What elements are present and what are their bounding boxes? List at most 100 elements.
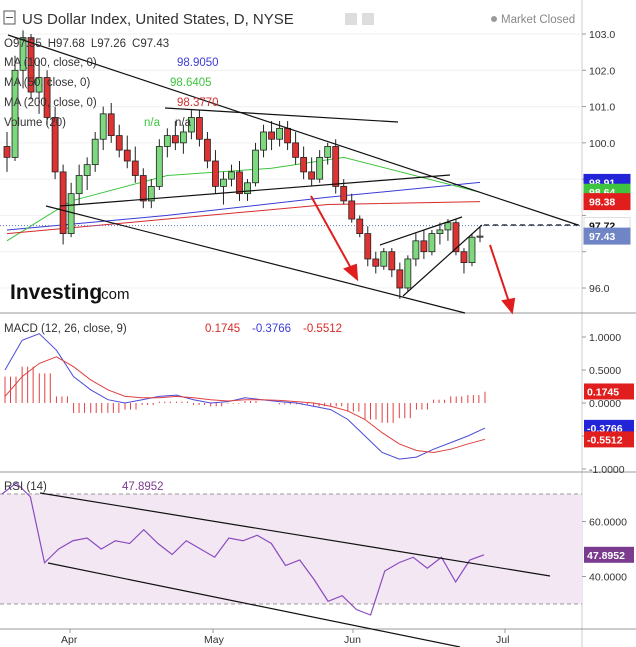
candle-body [436, 229, 444, 234]
candle-body [316, 156, 324, 180]
ohlc-readout: O97.35 H97.68 L97.26 C97.43 [4, 38, 169, 50]
candle-body [220, 178, 227, 187]
volume-label[interactable]: Volume (20) [4, 117, 66, 129]
macd-tag-label: 0.1745 [587, 386, 619, 398]
ohlc-close-label: C [132, 38, 140, 50]
candle-body [43, 77, 51, 118]
candle-body [163, 135, 171, 147]
candle-body [139, 175, 147, 202]
price-tag [583, 193, 631, 211]
candle-body [131, 160, 139, 176]
price-tag-label: 98.38 [589, 197, 615, 209]
rsi-trend-lines [39, 492, 551, 647]
candle-body [468, 236, 476, 263]
settings-gear-icon[interactable] [362, 13, 374, 25]
ma-line-1 [6, 156, 481, 242]
candle-body [171, 135, 179, 144]
candle-body [67, 193, 75, 234]
market-status: Market Closed [501, 14, 575, 26]
candle-body [83, 164, 91, 176]
ma-line-2 [6, 201, 481, 235]
time-axis: Apr May Jun Jul [61, 629, 509, 646]
ohlc-close: 97.43 [140, 38, 169, 50]
indicator-legend: MA (100, close, 0) 98.9050 MA (50, close… [4, 57, 219, 129]
ma50-value: 98.6405 [170, 77, 212, 89]
candle-body [380, 251, 388, 267]
candle-body [155, 146, 163, 187]
candle-body [292, 142, 300, 158]
macd-signal-value: -0.3766 [252, 323, 291, 335]
ohlc-low: 97.26 [97, 38, 126, 50]
macd-tag [584, 383, 634, 400]
projection-arrows [310, 195, 516, 315]
candle-body [123, 149, 131, 162]
candle-body [372, 258, 380, 267]
trendline-rising-wedge-top [379, 216, 463, 246]
candle-body [236, 171, 243, 195]
settings-eye-icon[interactable] [345, 13, 357, 25]
candle-body [212, 160, 219, 187]
ma100-label[interactable]: MA (100, close, 0) [4, 57, 97, 69]
macd-legend: MACD (12, 26, close, 9) 0.1745 -0.3766 -… [4, 323, 342, 335]
candle-body [300, 156, 308, 173]
arrow-down-1 [310, 195, 353, 271]
time-tick-label: Jun [344, 634, 361, 646]
ohlc-open-label: O [4, 38, 13, 50]
collapse-icon[interactable] [3, 10, 16, 25]
arrow-head-2 [501, 297, 516, 315]
chart-title: US Dollar Index, United States, D, NYSE [22, 11, 294, 28]
macd-tick-label: 1.0000 [589, 332, 621, 344]
macd-label[interactable]: MACD (12, 26, close, 9) [4, 323, 127, 335]
ohlc-low-label: L [91, 38, 98, 50]
rsi-value: 47.8952 [122, 481, 164, 493]
candle-body [332, 146, 340, 187]
macd-lines [4, 333, 486, 460]
macd-tag [584, 431, 634, 448]
brand-name: Investing [10, 281, 102, 304]
candle-body [284, 127, 291, 144]
market-status-dot [491, 16, 497, 22]
trendline-rising-wedge-bottom [402, 224, 483, 297]
candlestick-series [3, 30, 484, 299]
candle-body [35, 77, 43, 93]
ma100-value: 98.9050 [177, 57, 219, 69]
candle-body [476, 235, 484, 238]
rsi-tag [584, 546, 634, 563]
candle-body [260, 131, 267, 151]
price-tick-label: 96.0 [589, 283, 610, 295]
trendline-lower-channel [45, 205, 466, 314]
arrow-head-1 [343, 263, 359, 282]
macd-hist-value: -0.5512 [303, 323, 342, 335]
candle-body [59, 171, 67, 234]
price-axis: 103.0 102.0 101.0 100.0 96.0 [582, 29, 615, 295]
ohlc-high: 97.68 [56, 38, 85, 50]
price-tag [583, 227, 631, 245]
candle-body [340, 185, 348, 202]
price-tag-label: 97.43 [589, 231, 615, 243]
rsi-trendline-lower [47, 562, 461, 647]
ma50-label[interactable]: MA (50, close, 0) [4, 77, 90, 89]
candle-body [324, 146, 332, 158]
macd-series-1 [4, 356, 486, 454]
candle-body [75, 175, 83, 195]
rsi-axis: 60.0000 40.0000 [582, 517, 627, 584]
candle-body [27, 37, 35, 93]
price-tick-label: 103.0 [589, 29, 615, 41]
candle-body [452, 222, 460, 253]
candle-body [444, 222, 452, 231]
candle-body [356, 218, 364, 234]
rsi-label[interactable]: RSI (14) [4, 481, 47, 493]
candle-body [388, 251, 396, 271]
macd-tick-label: 0.0000 [589, 398, 621, 410]
macd-tag-label: -0.5512 [587, 434, 623, 446]
candle-body [276, 127, 283, 140]
candle-body [396, 269, 404, 289]
rsi-tag-label: 47.8952 [587, 550, 625, 562]
candle-body [428, 233, 436, 253]
brand-suffix: .com [97, 286, 130, 303]
ma200-label[interactable]: MA (200, close, 0) [4, 97, 97, 109]
candle-body [364, 233, 372, 260]
ohlc-open: 97.35 [13, 38, 42, 50]
